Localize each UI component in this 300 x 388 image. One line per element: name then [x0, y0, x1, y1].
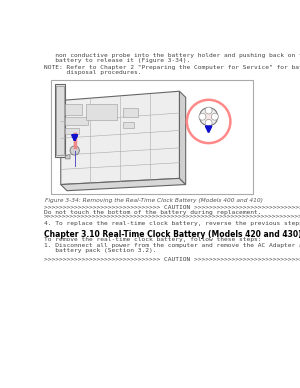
Text: NOTE: Refer to Chapter 2 "Preparing the Computer for Service" for battery: NOTE: Refer to Chapter 2 "Preparing the …: [44, 65, 300, 70]
Polygon shape: [56, 86, 64, 155]
Polygon shape: [123, 108, 138, 118]
Text: To remove the real-time clock battery, follow these steps:: To remove the real-time clock battery, f…: [44, 237, 261, 242]
Text: >>>>>>>>>>>>>>>>>>>>>>>>>>>>>>> CAUTION >>>>>>>>>>>>>>>>>>>>>>>>>>>>>>>: >>>>>>>>>>>>>>>>>>>>>>>>>>>>>>> CAUTION …: [44, 205, 300, 210]
Text: >>>>>>>>>>>>>>>>>>>>>>>>>>>>>>> CAUTION >>>>>>>>>>>>>>>>>>>>>>>>>>>>>>>: >>>>>>>>>>>>>>>>>>>>>>>>>>>>>>> CAUTION …: [44, 257, 300, 262]
Polygon shape: [65, 154, 70, 159]
Bar: [52, 80, 253, 194]
Text: >>>>>>>>>>>>>>>>>>>>>>>>>>>>>>>>>>>>>>>>>>>>>>>>>>>>>>>>>>>>>>>>>>>>>>>>: >>>>>>>>>>>>>>>>>>>>>>>>>>>>>>>>>>>>>>>>…: [44, 215, 300, 220]
Text: 4. To replace the real-time clock battery, reverse the previous steps.: 4. To replace the real-time clock batter…: [44, 221, 300, 226]
Circle shape: [187, 100, 230, 143]
Polygon shape: [123, 122, 134, 128]
Text: 1. Disconnect all power from the computer and remove the AC Adapter and: 1. Disconnect all power from the compute…: [44, 243, 300, 248]
Circle shape: [212, 113, 218, 120]
Polygon shape: [61, 178, 186, 191]
Polygon shape: [55, 83, 65, 158]
Text: battery to release it (Figure 3-34).: battery to release it (Figure 3-34).: [44, 58, 190, 63]
Text: Chapter 3.10 Real-Time Clock Battery (Models 420 and 430): Chapter 3.10 Real-Time Clock Battery (Mo…: [44, 230, 300, 239]
Polygon shape: [64, 118, 88, 125]
Text: non conductive probe into the battery holder and pushing back on the: non conductive probe into the battery ho…: [44, 53, 300, 58]
Circle shape: [199, 113, 206, 120]
Circle shape: [205, 120, 212, 126]
Polygon shape: [85, 104, 116, 120]
Text: Figure 3-34: Removing the Real-Time Clock Battery (Models 400 and 410): Figure 3-34: Removing the Real-Time Cloc…: [45, 198, 263, 203]
Text: battery pack (Section 3.2).: battery pack (Section 3.2).: [44, 248, 156, 253]
Polygon shape: [64, 128, 79, 134]
Circle shape: [70, 146, 80, 155]
Text: disposal procedures.: disposal procedures.: [44, 71, 141, 75]
Circle shape: [203, 111, 214, 122]
Polygon shape: [64, 104, 82, 115]
Circle shape: [205, 107, 212, 114]
Polygon shape: [61, 91, 179, 185]
Circle shape: [200, 107, 218, 126]
Text: Do not touch the bottom of the battery during replacement.: Do not touch the bottom of the battery d…: [44, 210, 261, 215]
Polygon shape: [179, 91, 186, 185]
